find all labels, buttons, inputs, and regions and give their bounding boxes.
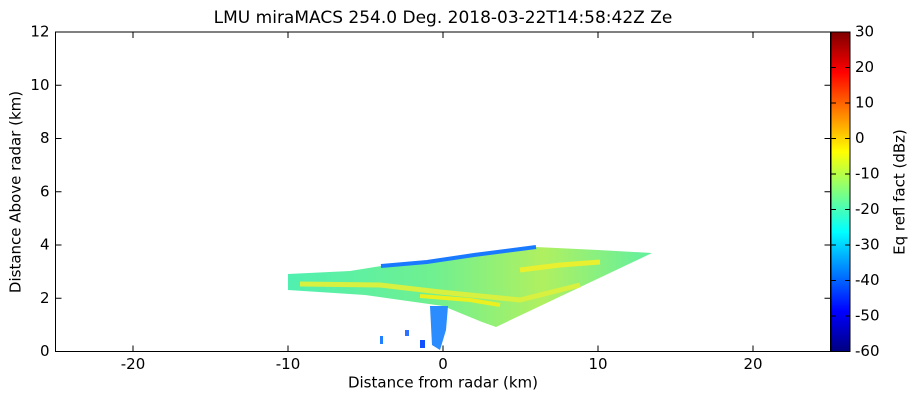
colorbar-tick-label: 20 <box>855 58 874 76</box>
colorbar <box>830 31 851 352</box>
colorbar-tick-label: 10 <box>855 94 874 112</box>
colorbar-tick-label: -20 <box>855 200 880 218</box>
y-axis-label: Distance Above radar (km) <box>7 91 25 293</box>
x-tick-label: -10 <box>276 355 301 373</box>
colorbar-tick-label: -50 <box>855 307 880 325</box>
x-axis-label: Distance from radar (km) <box>348 374 538 392</box>
chart-title: LMU miraMACS 254.0 Deg. 2018-03-22T14:58… <box>214 8 673 28</box>
colorbar-tick-label: -40 <box>855 271 880 289</box>
x-tick-label: 10 <box>588 355 607 373</box>
colorbar-tick-label: 0 <box>855 129 865 147</box>
x-tick-label: -20 <box>121 355 146 373</box>
y-tick-label: 10 <box>30 76 49 94</box>
colorbar-label: Eq refl fact (dBz) <box>891 129 909 255</box>
y-tick-label: 12 <box>30 23 49 41</box>
x-tick-label: 20 <box>743 355 762 373</box>
y-tick-label: 4 <box>40 236 50 254</box>
colorbar-tick-label: -30 <box>855 236 880 254</box>
y-tick-label: 6 <box>40 182 50 200</box>
y-tick-label: 2 <box>40 289 50 307</box>
x-tick-label: 0 <box>438 355 448 373</box>
colorbar-tick-label: -10 <box>855 165 880 183</box>
colorbar-tick-label: -60 <box>855 342 880 360</box>
y-tick-label: 0 <box>40 342 50 360</box>
radar-echo <box>288 245 652 350</box>
colorbar-tick-label: 30 <box>855 23 874 41</box>
y-tick-label: 8 <box>40 129 50 147</box>
